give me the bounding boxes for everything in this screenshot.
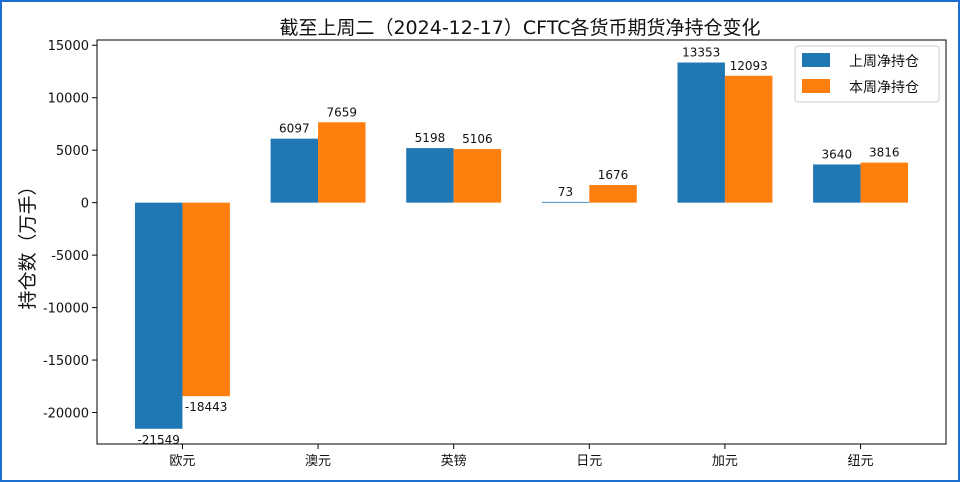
y-tick-label: 15000	[48, 39, 89, 54]
x-tick-label: 日元	[576, 454, 602, 469]
bar-last-week[interactable]	[270, 138, 319, 203]
data-label: 73	[558, 185, 573, 199]
bar-last-week[interactable]	[134, 202, 183, 429]
data-label: 13353	[682, 46, 720, 60]
data-label: 5106	[462, 132, 493, 146]
y-tick-label: -20000	[43, 407, 89, 422]
legend-box	[794, 45, 940, 103]
data-label: 12093	[730, 59, 768, 73]
bar-last-week[interactable]	[541, 201, 590, 203]
x-tick-label: 加元	[712, 454, 738, 469]
bar-this-week[interactable]	[318, 122, 366, 203]
legend-label-this-week: 本周净持仓	[849, 80, 919, 96]
plot-area	[96, 39, 947, 445]
data-label: 7659	[327, 105, 358, 119]
data-label: 1676	[598, 168, 629, 182]
data-label: 6097	[279, 122, 310, 136]
bar-last-week[interactable]	[677, 62, 725, 203]
y-tick-label: -5000	[51, 249, 89, 264]
y-axis: 15000 10000 5000 0 -5000 -10000 -15000 -20000	[43, 39, 97, 422]
data-label: 5198	[415, 131, 446, 145]
y-tick-label: -10000	[43, 302, 89, 317]
x-tick-label: 澳元	[305, 453, 331, 469]
bar-this-week[interactable]	[182, 202, 230, 397]
x-axis: 欧元 澳元 英镑 日元 加元 纽元	[169, 444, 874, 469]
bar-this-week[interactable]	[724, 75, 773, 203]
legend-swatch-this-week	[802, 79, 830, 93]
bar-last-week[interactable]	[813, 164, 861, 203]
bar-this-week[interactable]	[453, 149, 502, 203]
chart-title: 截至上周二（2024-12-17）CFTC各货币期货净持仓变化	[279, 17, 760, 39]
x-tick-label: 纽元	[848, 454, 874, 469]
data-label: 3816	[869, 146, 900, 160]
y-tick-label: -15000	[43, 354, 89, 369]
bar-last-week[interactable]	[406, 148, 454, 203]
x-tick-label: 英镑	[441, 453, 467, 469]
x-tick-label: 欧元	[169, 454, 195, 469]
legend-label-last-week: 上周净持仓	[849, 54, 919, 70]
y-axis-label: 持仓数（万手）	[17, 176, 39, 309]
data-label: -21549	[137, 433, 180, 447]
data-label: -18443	[185, 400, 228, 414]
y-tick-label: 0	[81, 197, 89, 212]
y-tick-label: 5000	[56, 144, 89, 159]
legend[interactable]: 上周净持仓 本周净持仓	[794, 45, 940, 103]
bar-this-week[interactable]	[860, 162, 909, 203]
legend-swatch-last-week	[802, 53, 830, 67]
data-label: 3640	[822, 147, 853, 161]
y-tick-label: 10000	[48, 92, 89, 107]
bars-group: -21549 -18443 6097 7659 5198 5106 73 1676 13353 1…	[134, 46, 909, 447]
bar-this-week[interactable]	[589, 185, 637, 203]
